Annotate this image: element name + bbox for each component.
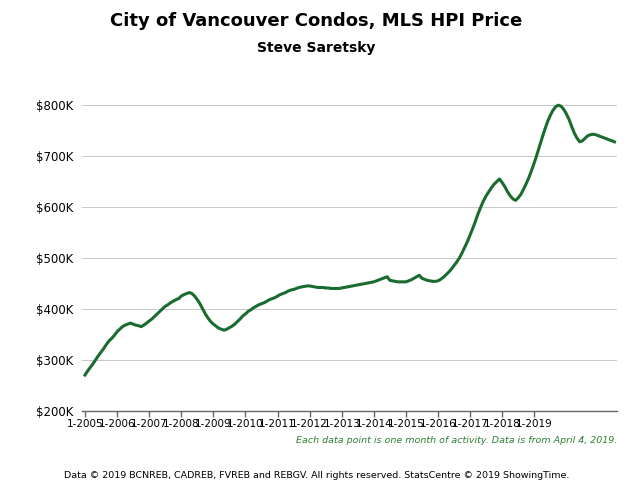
Text: Each data point is one month of activity. Data is from April 4, 2019.: Each data point is one month of activity… <box>296 435 617 445</box>
Text: Data © 2019 BCNREB, CADREB, FVREB and REBGV. All rights reserved. StatsCentre © : Data © 2019 BCNREB, CADREB, FVREB and RE… <box>64 471 569 480</box>
Text: Steve Saretsky: Steve Saretsky <box>257 41 376 55</box>
Text: City of Vancouver Condos, MLS HPI Price: City of Vancouver Condos, MLS HPI Price <box>110 12 523 30</box>
